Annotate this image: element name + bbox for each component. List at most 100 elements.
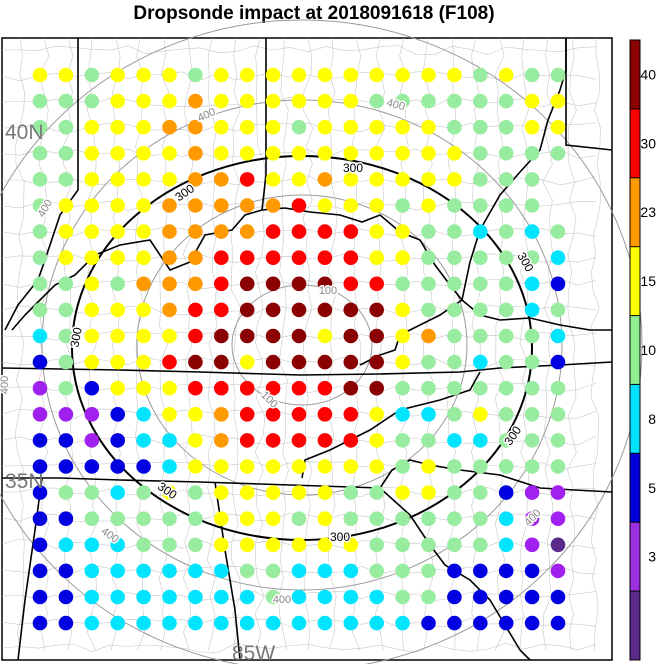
impact-dot (524, 537, 540, 553)
impact-dot (162, 302, 177, 318)
impact-dot (110, 119, 125, 135)
impact-dot (421, 615, 436, 631)
impact-dot (369, 433, 385, 448)
impact-dot (84, 354, 100, 370)
impact-dot (317, 563, 333, 579)
colorbar-tick-label: 5 (648, 480, 656, 496)
impact-dot (110, 433, 125, 448)
impact-dot (447, 354, 462, 370)
impact-dot (136, 328, 151, 344)
impact-dot (136, 67, 151, 83)
impact-dot (84, 328, 100, 344)
impact-dot (265, 328, 281, 344)
impact-dot (188, 224, 203, 239)
impact-dot (524, 198, 540, 213)
impact-dot (110, 563, 125, 579)
impact-dot (32, 302, 48, 318)
impact-dot (84, 407, 100, 422)
impact-dot (214, 537, 229, 553)
impact-dot (498, 172, 514, 187)
impact-dot (265, 537, 281, 553)
impact-dot (265, 354, 281, 370)
impact-dot (291, 589, 307, 605)
impact-dot (58, 224, 74, 239)
impact-dot (421, 563, 436, 579)
impact-dot (317, 250, 333, 265)
impact-dot (291, 146, 307, 161)
impact-dot (214, 433, 229, 448)
impact-dot (162, 119, 177, 135)
impact-dot (188, 172, 203, 187)
impact-dot (343, 563, 359, 579)
impact-dot (84, 224, 100, 239)
impact-dot (291, 615, 307, 631)
impact-dot (162, 250, 177, 265)
impact-dot (214, 67, 229, 83)
impact-dot (214, 276, 229, 292)
impact-dot (524, 276, 540, 292)
impact-dot (239, 433, 255, 448)
impact-dot (447, 459, 462, 474)
impact-dot (421, 407, 436, 422)
impact-dot (524, 354, 540, 370)
impact-dot (265, 93, 281, 109)
impact-dot (524, 615, 540, 631)
impact-dot (162, 328, 177, 344)
impact-dot (524, 563, 540, 579)
impact-dot (369, 67, 385, 83)
impact-dot (317, 459, 333, 474)
impact-dot (265, 407, 281, 422)
impact-dot (188, 198, 203, 213)
impact-dot (239, 537, 255, 553)
impact-dot (447, 198, 462, 213)
impact-dot (188, 433, 203, 448)
lat-label-40n: 40N (5, 121, 44, 144)
impact-dot (369, 328, 385, 344)
impact-dot (343, 67, 359, 83)
impact-dot (395, 198, 410, 213)
impact-dot (136, 93, 151, 109)
impact-dot (524, 119, 540, 135)
impact-dot (317, 119, 333, 135)
impact-dot (291, 172, 307, 187)
impact-dot (265, 615, 281, 631)
impact-dot (110, 67, 125, 83)
impact-dot (369, 485, 385, 500)
impact-dot (32, 485, 48, 500)
impact-dot (162, 407, 177, 422)
impact-dot (498, 615, 514, 631)
impact-dot (317, 537, 333, 553)
impact-dot (343, 485, 359, 500)
impact-dot (84, 433, 100, 448)
impact-dot (58, 250, 74, 265)
impact-dot (32, 328, 48, 344)
impact-dot (214, 93, 229, 109)
colorbar-band (630, 384, 640, 454)
impact-dot (239, 328, 255, 344)
impact-dot (291, 328, 307, 344)
impact-dot (110, 485, 125, 500)
impact-dot (447, 276, 462, 292)
impact-dot (343, 354, 359, 370)
impact-dot (317, 224, 333, 239)
impact-dot (136, 511, 151, 526)
impact-dot (369, 276, 385, 292)
impact-dot (214, 354, 229, 370)
impact-dot (550, 224, 566, 239)
impact-dot (58, 146, 74, 161)
impact-dot (239, 276, 255, 292)
impact-dot (58, 198, 74, 213)
impact-dot (162, 67, 177, 83)
county-line (302, 37, 314, 651)
impact-dot (84, 459, 100, 474)
impact-dot (58, 459, 74, 474)
impact-dot (447, 589, 462, 605)
colorbar-tick-label: 23 (640, 204, 656, 220)
impact-dot (343, 537, 359, 553)
impact-dot (395, 485, 410, 500)
map-title: Dropsonde impact at 2018091618 (F108) (133, 3, 495, 24)
impact-dot (32, 93, 48, 109)
impact-dot (188, 407, 203, 422)
contour-label-300: 300 (343, 161, 363, 175)
impact-dot (32, 67, 48, 83)
